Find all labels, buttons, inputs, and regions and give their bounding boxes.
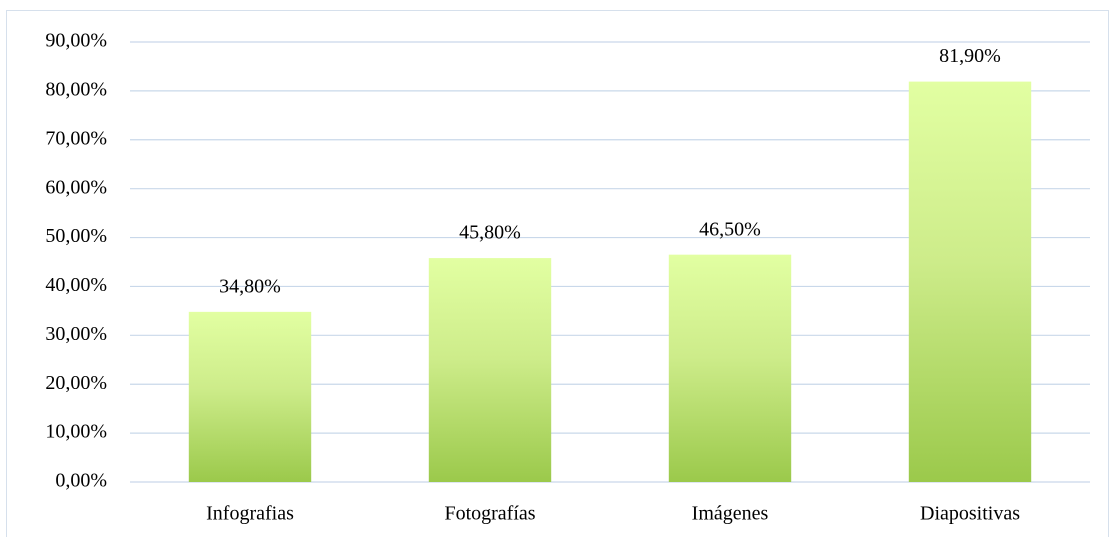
x-tick-label: Imágenes	[692, 503, 769, 525]
x-tick-label: Diapositivas	[920, 503, 1020, 525]
y-tick-label: 90,00%	[45, 30, 107, 52]
y-tick-label: 70,00%	[45, 127, 107, 149]
bar	[908, 81, 1032, 482]
y-tick-label: 60,00%	[45, 176, 107, 198]
data-label: 45,80%	[459, 222, 521, 244]
bar	[668, 254, 792, 482]
x-tick-label: Fotografías	[444, 503, 535, 525]
y-tick-label: 20,00%	[45, 372, 107, 394]
y-tick-label: 40,00%	[45, 274, 107, 296]
bar	[188, 311, 312, 482]
y-tick-label: 80,00%	[45, 78, 107, 100]
y-tick-label: 30,00%	[45, 323, 107, 345]
data-label: 46,50%	[699, 218, 761, 240]
bar	[428, 258, 552, 482]
chart-border	[6, 10, 1109, 537]
data-label: 81,90%	[939, 45, 1001, 67]
y-tick-label: 10,00%	[45, 421, 107, 443]
x-tick-label: Infografias	[206, 503, 294, 525]
y-tick-label: 50,00%	[45, 225, 107, 247]
data-label: 34,80%	[219, 275, 281, 297]
y-tick-label: 0,00%	[55, 470, 107, 492]
